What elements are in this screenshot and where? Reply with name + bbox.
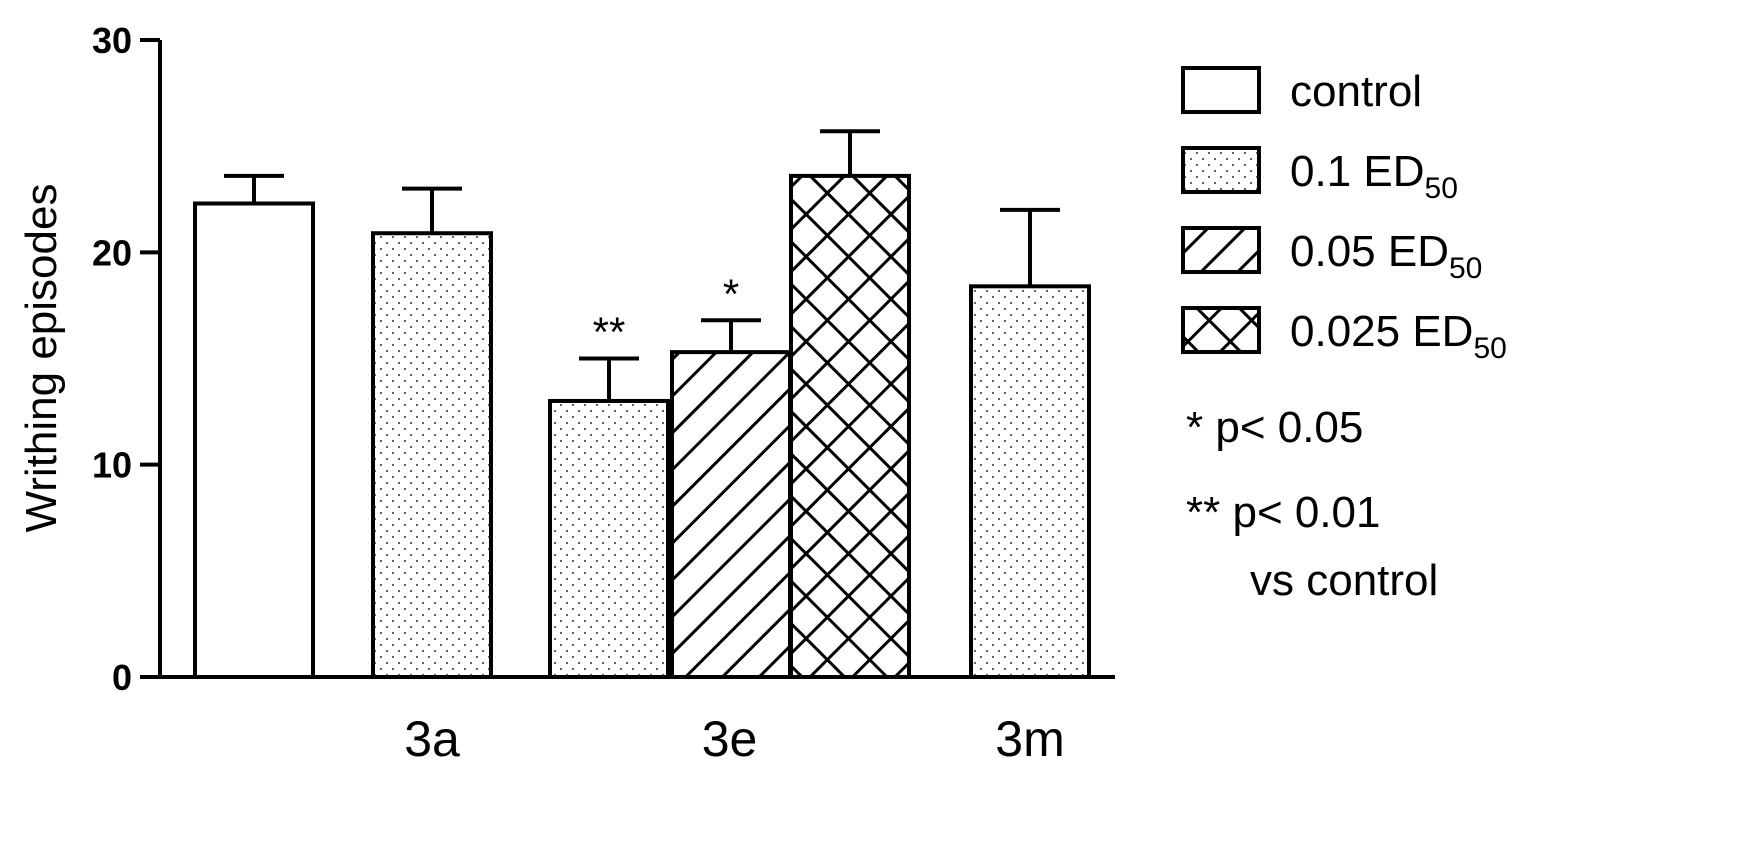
legend-label-subscript: 50 [1473, 332, 1506, 365]
legend-label-text: 0.025 ED [1290, 307, 1473, 356]
legend-swatch [1181, 306, 1261, 354]
significance-note: ** p< 0.01 [1186, 488, 1381, 537]
bar [193, 201, 315, 679]
legend-swatch [1181, 146, 1261, 194]
legend-swatch [1181, 66, 1261, 114]
significance-notes: * p< 0.05 ** p< 0.01 vs control [1186, 403, 1438, 605]
legend-label: 0.05 ED50 [1290, 227, 1482, 285]
x-category-label: 3m [995, 711, 1064, 767]
y-tick-label: 20 [92, 232, 132, 273]
legend-label-text: 0.1 ED [1290, 147, 1425, 196]
y-axis-label: Writhing episodes [17, 184, 66, 533]
bar [548, 398, 670, 679]
legend-label: 0.1 ED50 [1290, 147, 1458, 205]
x-category-label: 3e [702, 711, 758, 767]
y-tick-label: 30 [92, 20, 132, 61]
y-ticks: 0 10 20 30 [92, 20, 160, 698]
bar [969, 284, 1091, 679]
bar [670, 350, 792, 679]
bar [789, 173, 911, 679]
legend-label-subscript: 50 [1425, 172, 1458, 205]
x-category-label: 3a [404, 711, 460, 767]
significance-note: vs control [1250, 556, 1438, 605]
legend-label: 0.025 ED50 [1290, 307, 1507, 365]
significance-marker: ** [593, 309, 626, 356]
y-tick-label: 10 [92, 445, 132, 486]
legend-label-subscript: 50 [1449, 252, 1482, 285]
bar [371, 231, 493, 679]
legend-label-text: 0.05 ED [1290, 227, 1449, 276]
legend-label-text: control [1290, 67, 1422, 116]
significance-note: * p< 0.05 [1186, 403, 1363, 452]
category-labels: 3a 3e 3m [404, 711, 1065, 767]
legend-swatch [1181, 226, 1261, 274]
y-tick-label: 0 [112, 657, 132, 698]
significance-marker: * [723, 270, 739, 317]
bars: *** [193, 129, 1091, 679]
legend-label: control [1290, 67, 1422, 116]
